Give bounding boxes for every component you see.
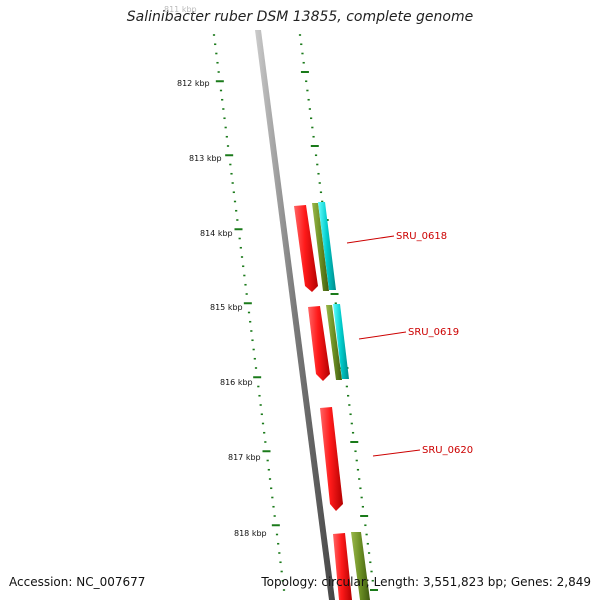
position-labels: 811 kbp 812 kbp 813 kbp 814 kbp 815 kbp … bbox=[164, 5, 267, 538]
gene-label[interactable]: SRU_0618 bbox=[396, 231, 447, 242]
gene-label[interactable]: SRU_0619 bbox=[408, 327, 459, 338]
outer-tick-track bbox=[212, 34, 286, 591]
leader-line bbox=[346, 235, 395, 244]
gene-arrow-red[interactable] bbox=[333, 533, 352, 600]
tick-label: 813 kbp bbox=[189, 154, 222, 163]
gene-sru-0618[interactable] bbox=[294, 202, 336, 292]
leader-line bbox=[372, 449, 421, 457]
tick-label: 816 kbp bbox=[220, 378, 253, 387]
accession-text: Accession: NC_007677 bbox=[9, 575, 146, 589]
leader-line bbox=[358, 331, 407, 340]
topology-text: Topology: circular; Length: 3,551,823 bp… bbox=[261, 575, 591, 589]
gene-feature-cyan[interactable] bbox=[333, 304, 349, 379]
gene-feature-olive[interactable] bbox=[351, 532, 370, 600]
gene-arrow-red[interactable] bbox=[294, 205, 318, 292]
genome-backbone bbox=[255, 30, 335, 600]
gene-block-partial[interactable] bbox=[333, 532, 370, 600]
tick-label: 818 kbp bbox=[234, 529, 267, 538]
gene-feature-olive[interactable] bbox=[326, 305, 342, 380]
tick-label: 817 kbp bbox=[228, 453, 261, 462]
gene-feature-cyan[interactable] bbox=[318, 202, 336, 290]
map-title: Salinibacter ruber DSM 13855, complete g… bbox=[126, 9, 474, 25]
tick-label: 815 kbp bbox=[210, 303, 243, 312]
gene-arrow-red[interactable] bbox=[308, 306, 330, 381]
tick-label: 812 kbp bbox=[177, 79, 210, 88]
gene-sru-0620[interactable] bbox=[320, 407, 343, 511]
gene-arrow-red[interactable] bbox=[320, 407, 343, 511]
tick-label: 814 kbp bbox=[200, 229, 233, 238]
tick-label: 811 kbp bbox=[164, 5, 197, 14]
gene-label[interactable]: SRU_0620 bbox=[422, 445, 473, 456]
gene-feature-olive[interactable] bbox=[312, 203, 329, 291]
gene-sru-0619[interactable] bbox=[308, 304, 349, 381]
